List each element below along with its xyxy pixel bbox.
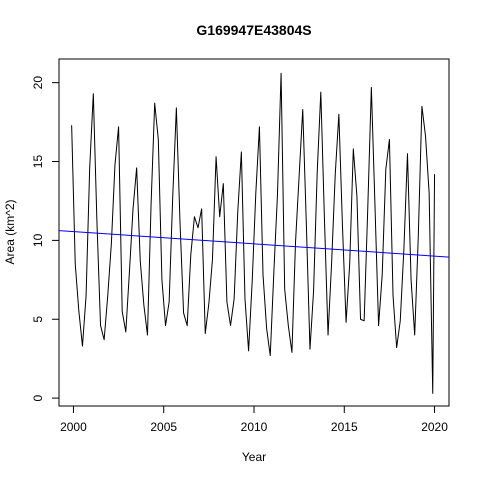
series-area-line (71, 72, 436, 394)
y-tick-label-0: 0 (31, 394, 45, 401)
x-tick-label-2000: 2000 (60, 420, 87, 434)
y-tick-label-5: 5 (31, 316, 45, 323)
trend-line (58, 230, 450, 258)
x-tick-label-2015: 2015 (331, 420, 358, 434)
y-axis-label: Area (km^2) (3, 200, 17, 265)
x-axis-label: Year (242, 450, 266, 464)
y-axis: 0 5 10 15 20 (31, 76, 60, 401)
chart-title: G169947E43804S (196, 22, 311, 38)
y-tick-label-20: 20 (31, 76, 45, 90)
series-layer (58, 72, 450, 394)
x-tick-label-2020: 2020 (421, 420, 448, 434)
y-tick-label-10: 10 (31, 233, 45, 247)
x-tick-label-2005: 2005 (150, 420, 177, 434)
x-tick-label-2010: 2010 (241, 420, 268, 434)
x-axis: 2000 2005 2010 2015 2020 (60, 405, 448, 434)
y-tick-label-15: 15 (31, 155, 45, 169)
